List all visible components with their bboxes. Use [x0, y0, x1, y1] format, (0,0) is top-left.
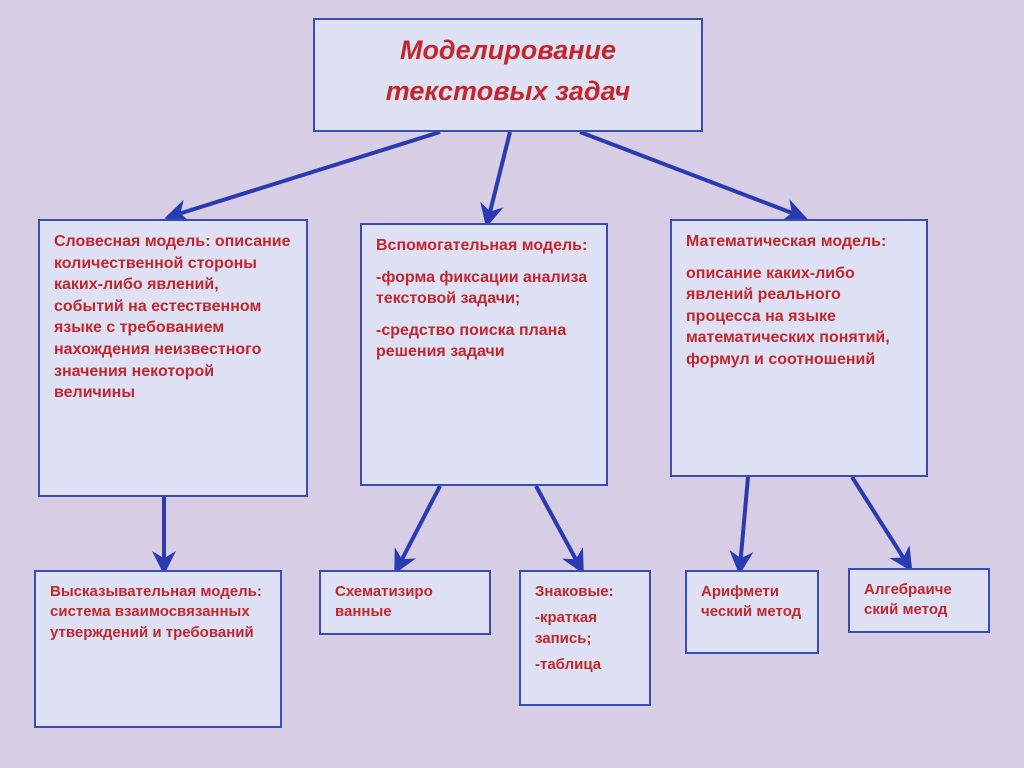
algebraic-method-box: Алгебраиче ский метод — [848, 568, 990, 633]
arithmetic-method-box: Арифмети ческий метод — [685, 570, 819, 654]
decl-body: система взаимосвязанных утверждений и тр… — [50, 603, 254, 640]
schematic-box: Схематизиро ванные — [319, 570, 491, 635]
decl-heading: Высказывательная модель: — [50, 583, 262, 600]
connector-arrow — [740, 477, 748, 567]
verbal-heading: Словесная модель: — [54, 233, 210, 250]
title-box: Моделирование текстовых задач — [313, 18, 703, 132]
symbolic-item1: -краткая запись; — [535, 608, 635, 649]
aux-heading: Вспомогательная модель: — [376, 235, 592, 257]
connector-arrow — [488, 132, 510, 220]
symbolic-item2: -таблица — [535, 655, 635, 675]
aux-item2: -средство поиска плана решения задачи — [376, 320, 592, 363]
auxiliary-model-box: Вспомогательная модель: -форма фиксации … — [360, 223, 608, 486]
math-heading: Математическая модель: — [686, 231, 912, 253]
math-body: описание каких-либо явлений реального пр… — [686, 263, 912, 371]
symbolic-box: Знаковые: -краткая запись; -таблица — [519, 570, 651, 706]
connector-arrow — [398, 486, 440, 567]
arithmetic-text: Арифмети ческий метод — [701, 583, 801, 620]
symbolic-heading: Знаковые: — [535, 582, 635, 602]
algebraic-text: Алгебраиче ский метод — [864, 581, 952, 618]
schematic-text: Схематизиро ванные — [335, 583, 433, 620]
verbal-model-box: Словесная модель: описание количественно… — [38, 219, 308, 497]
verbal-body: описание количественной стороны каких-ли… — [54, 233, 291, 401]
title-line1: Моделирование — [329, 30, 687, 71]
title-line2: текстовых задач — [329, 71, 687, 112]
math-model-box: Математическая модель: описание каких-ли… — [670, 219, 928, 477]
declarative-model-box: Высказывательная модель: система взаимос… — [34, 570, 282, 728]
connector-arrow — [536, 486, 580, 567]
connector-arrow — [580, 132, 800, 216]
connector-arrow — [852, 477, 908, 565]
aux-item1: -форма фиксации анализа текстовой задачи… — [376, 267, 592, 310]
connector-arrow — [172, 132, 440, 216]
